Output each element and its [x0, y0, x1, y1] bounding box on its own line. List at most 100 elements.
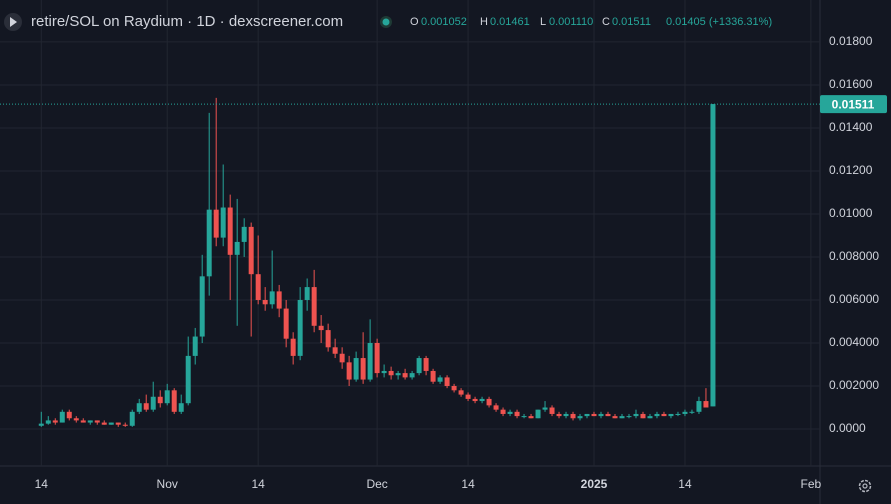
candle-body	[157, 396, 163, 404]
candle-body	[143, 403, 149, 410]
candle-body	[654, 413, 660, 417]
legend-key: L	[540, 16, 546, 28]
candle-body	[367, 342, 373, 380]
candle-body	[437, 377, 443, 382]
y-tick-label: 0.01600	[829, 77, 873, 91]
candle-body	[262, 299, 268, 305]
candle-body	[696, 401, 702, 412]
candle-body	[178, 403, 184, 412]
legend-key: C	[602, 16, 610, 28]
candle-body	[472, 398, 478, 402]
candle-body	[598, 413, 604, 417]
y-tick-label: 0.01200	[829, 163, 873, 177]
last-price-label: 0.01511	[832, 97, 875, 111]
candle-body	[507, 411, 513, 414]
candle-body	[171, 390, 177, 412]
y-tick-label: 0.01800	[829, 34, 873, 48]
candle-body	[542, 407, 548, 410]
play-icon	[10, 17, 17, 27]
x-tick-label: 14	[35, 477, 49, 491]
candle-body	[500, 409, 506, 414]
candle-body	[395, 373, 401, 376]
plot-area	[0, 0, 820, 466]
legend-key: O	[410, 16, 419, 28]
candle-body	[563, 413, 569, 417]
candle-body	[115, 422, 121, 425]
candle-body	[444, 377, 450, 387]
candle-body	[199, 276, 205, 337]
x-tick-label: 14	[678, 477, 692, 491]
candle-body	[297, 299, 303, 356]
candle-body	[185, 355, 191, 404]
last-price-badge	[820, 95, 887, 114]
x-tick-label: 2025	[581, 477, 608, 491]
chart-title: retire/SOL on Raydium · 1D · dexscreener…	[31, 13, 343, 30]
candle-body	[87, 420, 93, 423]
candle-body	[101, 422, 107, 425]
candle-body	[45, 420, 51, 424]
candle-body	[241, 226, 247, 242]
candle-body	[465, 394, 471, 399]
candle-body	[682, 411, 688, 414]
y-tick-label: 0.01000	[829, 206, 873, 220]
candle-body	[108, 422, 114, 425]
candle-body	[689, 411, 695, 413]
candle-body	[206, 209, 212, 277]
candle-body	[227, 207, 233, 255]
x-tick-label: 14	[251, 477, 265, 491]
legend-key: H	[480, 16, 488, 28]
x-tick-label: Feb	[801, 477, 822, 491]
y-tick-label: 0.004000	[829, 335, 879, 349]
candle-body	[346, 362, 352, 380]
candle-body	[164, 390, 170, 404]
candle-body	[290, 338, 296, 356]
candle-body	[360, 358, 366, 380]
candle-body	[80, 420, 86, 423]
candle-body	[584, 413, 590, 417]
candle-body	[556, 413, 562, 417]
candle-body	[381, 370, 387, 374]
candle-body	[451, 386, 457, 391]
candle-body	[710, 104, 716, 407]
candle-body	[234, 241, 240, 255]
candle-body	[269, 291, 275, 305]
candle-body	[633, 413, 639, 417]
candle-body	[521, 416, 527, 418]
candle-body	[619, 416, 625, 419]
x-tick-label: Dec	[366, 477, 387, 491]
candle-body	[668, 413, 674, 417]
candle-body	[325, 330, 331, 348]
legend-change: 0.01405 (+1336.31%)	[666, 16, 772, 28]
candle-body	[94, 420, 100, 423]
candle-body	[318, 325, 324, 331]
candle-body	[675, 413, 681, 415]
legend-value: 0.01511	[612, 16, 651, 28]
candle-body	[591, 413, 597, 417]
candle-body	[577, 416, 583, 419]
candle-body	[486, 398, 492, 406]
candle-body	[374, 342, 380, 374]
y-tick-label: 0.006000	[829, 292, 879, 306]
candle-body	[52, 420, 58, 423]
candle-body	[416, 358, 422, 374]
candle-body	[430, 370, 436, 382]
candle-body	[38, 423, 44, 426]
candle-body	[122, 424, 128, 426]
candle-body	[332, 347, 338, 354]
candle-body	[402, 373, 408, 378]
candle-body	[248, 226, 254, 275]
candle-body	[255, 274, 261, 300]
candle-body	[493, 405, 499, 410]
x-tick-label: Nov	[157, 477, 178, 491]
candle-body	[640, 413, 646, 419]
y-tick-label: 0.0000	[829, 421, 866, 435]
settings-icon[interactable]	[858, 479, 872, 493]
candle-body	[304, 287, 310, 300]
candle-body	[220, 207, 226, 238]
candle-body	[423, 358, 429, 371]
candle-body	[339, 353, 345, 363]
legend-value: 0.01461	[490, 16, 530, 28]
candle-body	[612, 416, 618, 419]
candle-body	[703, 401, 709, 408]
candle-body	[647, 416, 653, 419]
